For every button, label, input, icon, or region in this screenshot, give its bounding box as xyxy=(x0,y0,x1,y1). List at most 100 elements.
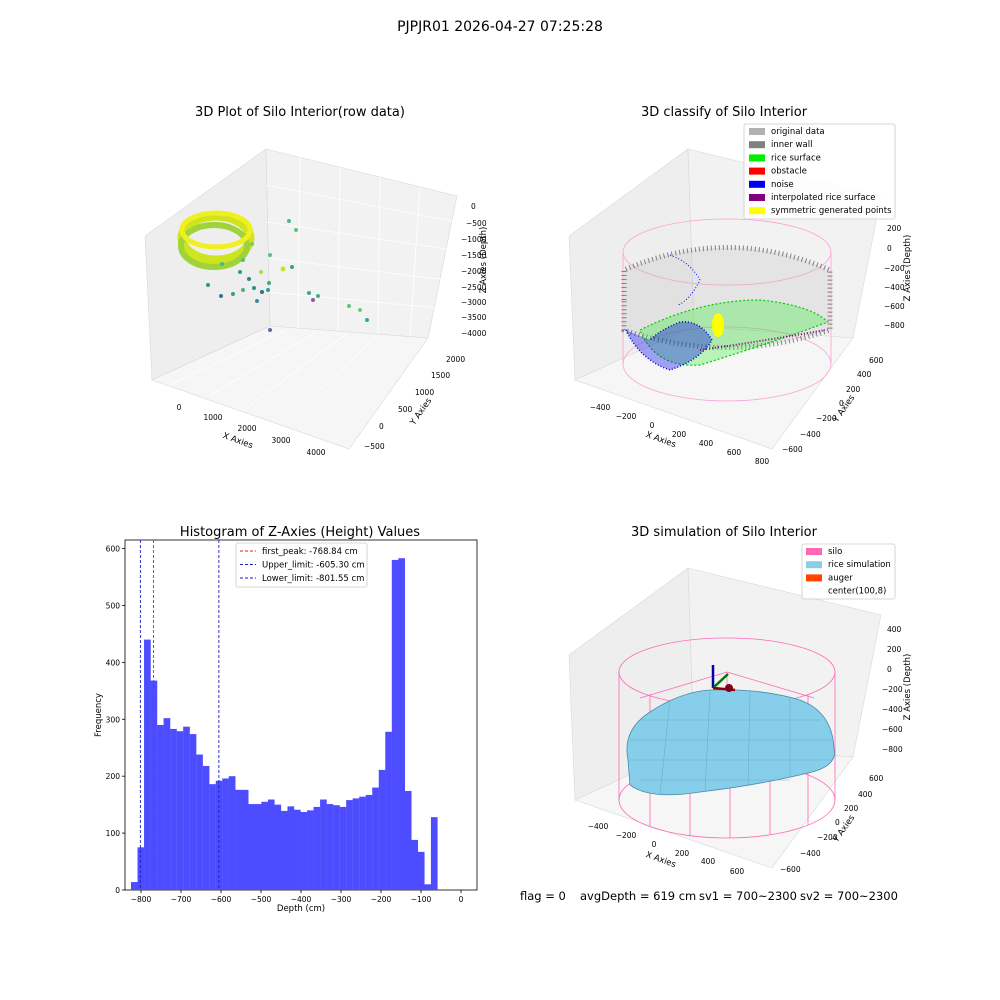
histogram-bar xyxy=(339,806,347,890)
simulation-ytick: −600 xyxy=(780,865,801,874)
classify-legend-label: rice surface xyxy=(771,153,821,163)
classify-noise xyxy=(625,321,713,371)
classify-legend-swatch xyxy=(749,141,765,149)
classify-legend: original data inner wall rice surface obsta… xyxy=(743,123,896,220)
simulation-3d-yticks: −600 −400 −200 0 200 400 600 xyxy=(780,774,884,874)
simulation-legend-label: auger xyxy=(828,573,853,583)
status-line: flag = 0 avgDepth = 619 cm sv1 = 700~230… xyxy=(520,889,898,903)
raw-ytick: 500 xyxy=(398,405,413,414)
histogram-xtick-label: 0 xyxy=(459,895,464,904)
status-sv2: sv2 = 700~2300 xyxy=(800,889,898,903)
classify-ytick: 400 xyxy=(857,370,872,379)
classify-interpolated xyxy=(699,329,826,351)
histogram-bar xyxy=(196,754,203,890)
classify-3d-zticks: 200 0 −200 −400 −600 −800 xyxy=(884,224,905,330)
histogram-bar xyxy=(287,806,295,890)
simulation-ytick: 0 xyxy=(835,818,840,827)
classify-ztick: −600 xyxy=(884,302,905,311)
raw-ztick: −1500 xyxy=(461,251,487,260)
histogram-bar xyxy=(189,734,197,890)
histogram-bar xyxy=(137,847,145,890)
histogram-bar xyxy=(183,726,190,890)
classify-legend-box xyxy=(743,123,896,220)
histogram-xticks: −800 −700 −600 −500 −400 −300 −200 −100 0 xyxy=(131,890,464,904)
raw-ytick: 0 xyxy=(379,422,384,431)
simulation-legend-label: rice simulation xyxy=(828,560,891,570)
simulation-legend-label: silo xyxy=(828,547,842,557)
simulation-legend-swatch xyxy=(806,574,822,582)
histogram-ytick-label: 200 xyxy=(106,772,121,781)
classify-ztick: −200 xyxy=(884,264,905,273)
classify-ytick: −600 xyxy=(782,445,803,454)
histogram-bar xyxy=(157,724,164,890)
classify-rice-surface xyxy=(639,299,830,366)
simulation-ztick: 0 xyxy=(887,665,892,674)
classify-ztick: −400 xyxy=(884,283,905,292)
histogram-xtick-label: −800 xyxy=(131,895,152,904)
simulation-ytick: 400 xyxy=(858,790,873,799)
classify-ytick: 200 xyxy=(846,385,861,394)
histogram-bar xyxy=(378,769,386,890)
classify-ztick: −800 xyxy=(884,321,905,330)
simulation-xtick: 600 xyxy=(730,867,745,876)
classify-legend-label: obstacle xyxy=(771,167,807,177)
simulation-xtick: 200 xyxy=(675,849,690,858)
histogram-bar xyxy=(307,810,314,890)
raw-xtick: 1000 xyxy=(203,413,222,422)
simulation-ytick: 600 xyxy=(869,774,884,783)
classify-ztick: 0 xyxy=(887,244,892,253)
raw-silo-ring-top xyxy=(179,210,253,250)
simulation-ztick: 400 xyxy=(887,625,902,634)
panel-raw-3d: 3D Plot of Silo Interior(row data) xyxy=(144,105,489,457)
panel-simulation-3d: 3D simulation of Silo Interior xyxy=(568,525,913,876)
histogram-bars xyxy=(131,558,438,890)
histogram-ytick-label: 300 xyxy=(106,715,121,724)
histogram-xtick-label: −100 xyxy=(411,895,432,904)
raw-3d-title: 3D Plot of Silo Interior(row data) xyxy=(195,105,405,120)
histogram-bar xyxy=(267,799,275,890)
histogram-bar xyxy=(300,812,308,890)
classify-xtick: −400 xyxy=(590,403,611,412)
histogram-yticks: 0 100 200 300 400 500 600 xyxy=(106,545,125,895)
histogram-bar xyxy=(254,804,262,890)
histogram-bar xyxy=(365,794,373,890)
simulation-ztick: −600 xyxy=(882,725,903,734)
histogram-bar xyxy=(176,731,184,890)
raw-3d-zticks: 0 −500 −1000 −1500 −2000 −2500 −3000 −35… xyxy=(461,202,487,338)
histogram-legend-label: Lower_limit: -801.55 cm xyxy=(262,574,364,584)
status-avg-depth: avgDepth = 619 cm xyxy=(580,889,696,903)
histogram-legend-label: Upper_limit: -605.30 cm xyxy=(262,561,365,571)
raw-ztick: −1000 xyxy=(461,235,487,244)
simulation-legend-box xyxy=(801,543,896,600)
panel-classify-3d: 3D classify of Silo Interior −400 −200 0… xyxy=(568,105,913,466)
raw-3d-zlabel: Z Axies (Depth) xyxy=(479,227,489,294)
histogram-bar xyxy=(398,558,405,890)
status-sv1: sv1 = 700~2300 xyxy=(699,889,797,903)
histogram-bar xyxy=(294,809,301,890)
classify-inner-wall xyxy=(621,245,833,350)
raw-3d-xticks: 0 1000 2000 3000 4000 xyxy=(177,403,326,457)
classify-noise-upper xyxy=(669,254,701,306)
simulation-3d-zticks: 400 200 0 −200 −400 −600 −800 xyxy=(882,625,903,754)
classify-legend-swatch xyxy=(749,167,765,175)
histogram-xlabel: Depth (cm) xyxy=(277,904,325,914)
histogram-bar xyxy=(202,765,210,890)
simulation-3d-zlabel: Z Axies (Depth) xyxy=(903,654,913,721)
classify-legend-swatch xyxy=(749,207,765,215)
status-flag: flag = 0 xyxy=(520,889,566,903)
figure-suptitle: PJPJR01 2026-04-27 07:25:28 xyxy=(397,19,603,35)
raw-3d-yticks: −500 0 500 1000 1500 2000 xyxy=(364,355,465,451)
histogram-bar xyxy=(424,884,432,890)
classify-xtick: 800 xyxy=(755,457,770,466)
simulation-ztick: −200 xyxy=(882,685,903,694)
classify-legend-label: interpolated rice surface xyxy=(771,193,876,203)
raw-ztick: −2500 xyxy=(461,283,487,292)
classify-3d-pane-floor xyxy=(574,325,854,450)
histogram-bar xyxy=(372,787,379,890)
histogram-title: Histogram of Z-Axies (Height) Values xyxy=(180,525,420,540)
simulation-legend: silo rice simulation auger center(100,8) xyxy=(801,543,896,600)
simulation-ytick: −200 xyxy=(817,833,838,842)
raw-ztick: −4000 xyxy=(461,329,487,338)
simulation-legend-swatch xyxy=(806,561,822,569)
